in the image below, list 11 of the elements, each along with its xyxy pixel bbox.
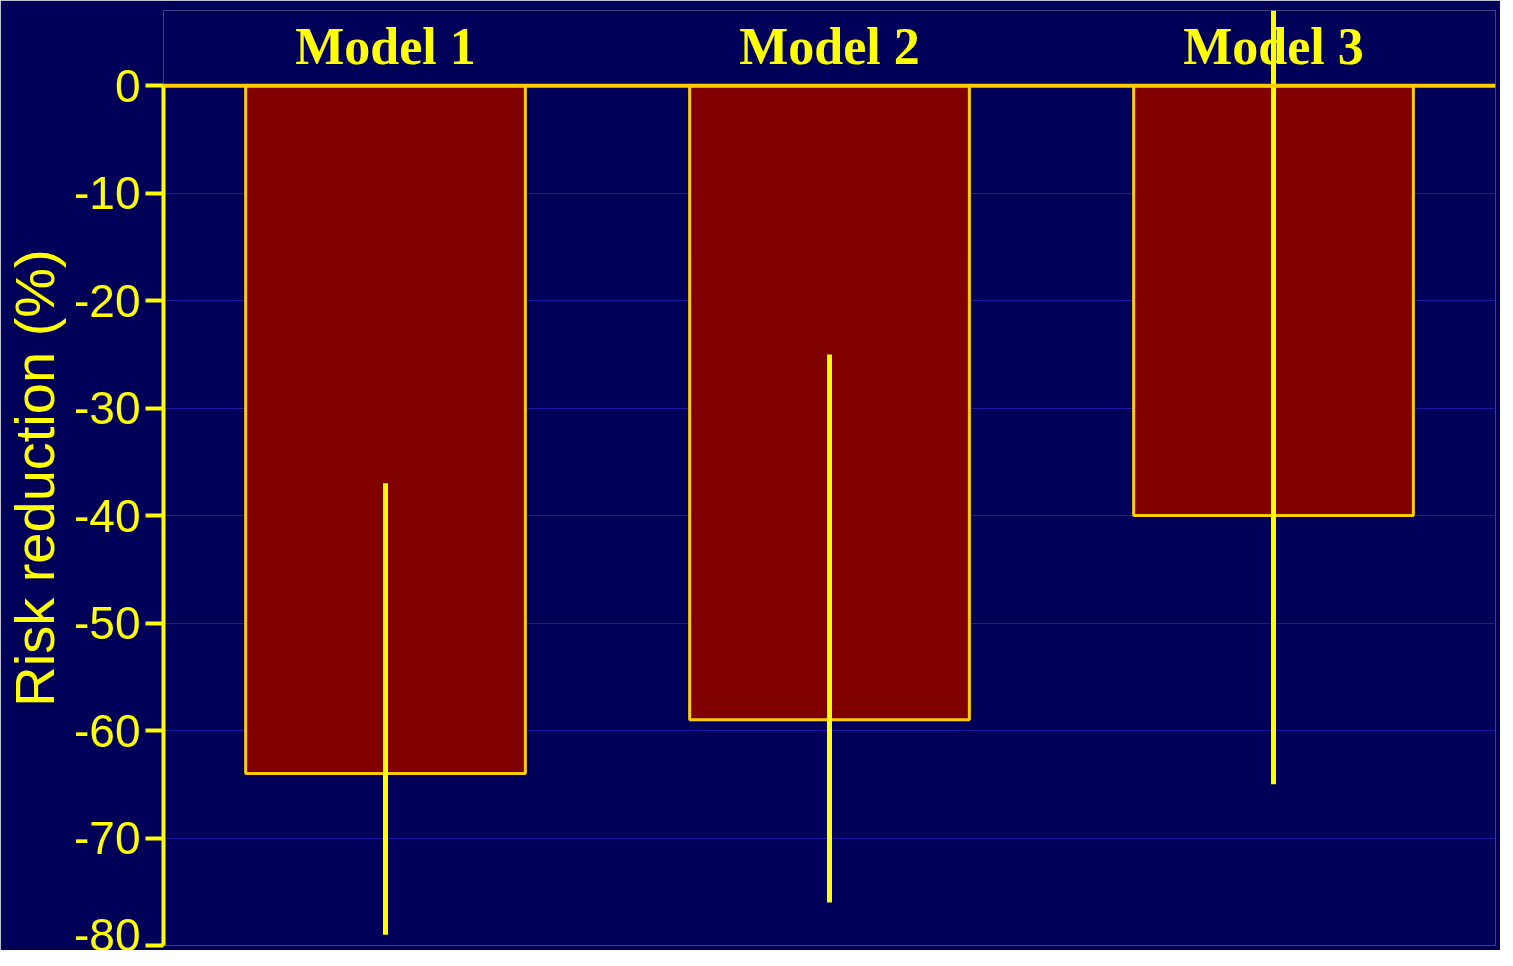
y-tick-label: -70 [74, 812, 141, 865]
y-tick-label: -40 [74, 489, 141, 542]
y-tick-label: -20 [74, 274, 141, 327]
y-tick-label: 0 [114, 59, 141, 112]
x-tick-label: Model 2 [739, 17, 920, 75]
y-tick-label: -10 [74, 167, 141, 220]
y-axis-title: Risk reduction (%) [3, 249, 67, 707]
y-tick-label: -30 [74, 382, 141, 435]
y-tick-label: -60 [74, 704, 141, 757]
x-tick-label: Model 1 [295, 17, 476, 75]
y-tick-label: -50 [74, 597, 141, 650]
